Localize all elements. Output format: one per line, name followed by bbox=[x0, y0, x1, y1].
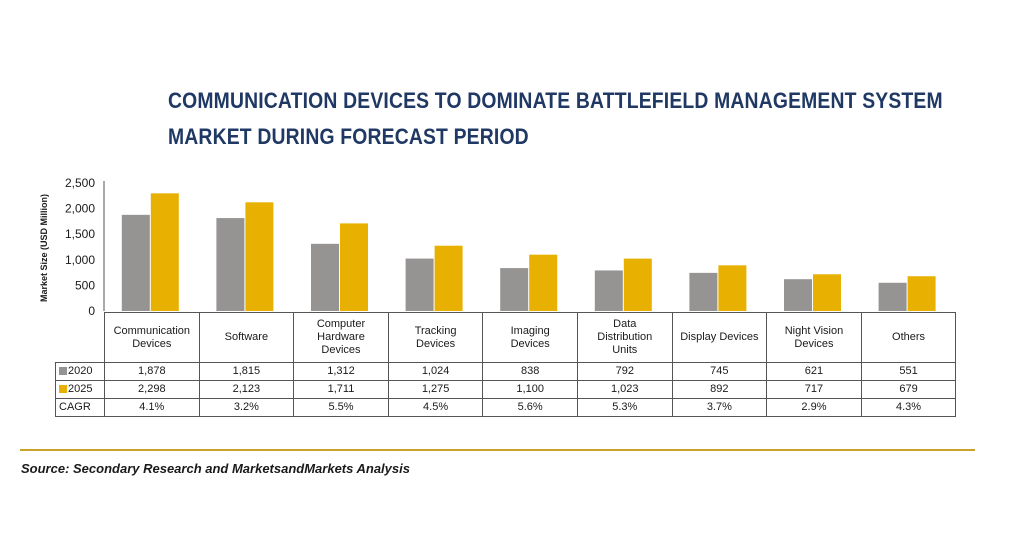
row-2020: 2020 1,878 1,815 1,312 1,024 838 792 745 621 551 bbox=[55, 362, 957, 381]
bar-2025-2 bbox=[340, 223, 368, 311]
source-note: Source: Secondary Research and Marketsan… bbox=[21, 461, 410, 476]
value-2020: 1,815 bbox=[198, 362, 295, 381]
value-2020: 745 bbox=[671, 362, 768, 381]
value-cagr: 5.3% bbox=[576, 398, 673, 417]
value-2020: 838 bbox=[482, 362, 578, 381]
value-cagr: 5.5% bbox=[293, 398, 389, 417]
legend-label-2020: 2020 bbox=[68, 365, 93, 377]
category-label: Software bbox=[198, 312, 295, 363]
category-label-line: Night Vision bbox=[784, 324, 844, 337]
y-tick-label: 1,000 bbox=[65, 253, 95, 267]
category-label-line: Communication bbox=[113, 324, 190, 337]
category-label-line: Distribution bbox=[597, 331, 653, 343]
category-label: Others bbox=[860, 312, 957, 363]
category-label: Data Distribution Units bbox=[576, 312, 673, 363]
value-cagr: 2.9% bbox=[766, 398, 862, 417]
value-2025: 717 bbox=[766, 380, 862, 399]
value-2025: 1,711 bbox=[293, 380, 389, 399]
value-cagr: 5.6% bbox=[482, 398, 578, 417]
category-label-line: Hardware bbox=[317, 331, 365, 343]
category-label-line: Display Devices bbox=[680, 331, 759, 343]
value-2020: 551 bbox=[860, 362, 957, 381]
bar-2020-3 bbox=[405, 258, 434, 311]
legend-swatch-2025 bbox=[59, 385, 67, 393]
y-tick-label: 2,000 bbox=[65, 202, 95, 216]
category-label-line: Devices bbox=[321, 344, 361, 356]
row-header-2020: 2020 bbox=[55, 362, 105, 381]
category-label-line: Computer bbox=[316, 318, 366, 330]
value-2020: 621 bbox=[766, 362, 862, 381]
bar-2025-6 bbox=[718, 265, 747, 311]
chart-title-line-2: MARKET DURING FORECAST PERIOD bbox=[168, 124, 529, 149]
category-label-line: Devices bbox=[510, 337, 550, 350]
category-label: Display Devices bbox=[671, 312, 768, 363]
value-2025: 2,123 bbox=[198, 380, 295, 399]
bar-2020-7 bbox=[784, 279, 812, 311]
category-row: Communication Devices Software Computer Hard… bbox=[55, 312, 957, 363]
value-cagr: 3.7% bbox=[671, 398, 768, 417]
bar-2025-5 bbox=[623, 258, 652, 311]
value-2020: 1,312 bbox=[293, 362, 389, 381]
category-label-line: Tracking bbox=[414, 324, 457, 337]
bar-2020-8 bbox=[878, 282, 907, 311]
category-label: Computer Hardware Devices bbox=[293, 312, 389, 363]
bar-2020-6 bbox=[689, 272, 718, 311]
legend-label-2025: 2025 bbox=[68, 383, 93, 395]
value-2020: 792 bbox=[576, 362, 673, 381]
bar-2025-3 bbox=[434, 245, 463, 311]
category-label-line: Others bbox=[892, 331, 926, 343]
value-cagr: 4.3% bbox=[860, 398, 957, 417]
bar-2025-0 bbox=[150, 193, 179, 311]
category-label-line: Devices bbox=[416, 337, 456, 350]
chart-title-line-1: COMMUNICATION DEVICES TO DOMINATE BATTLE… bbox=[168, 88, 943, 113]
row-header-cagr: CAGR bbox=[55, 398, 105, 417]
category-label: Tracking Devices bbox=[387, 312, 484, 363]
row-2025: 2025 2,298 2,123 1,711 1,275 1,100 1,023 892 71… bbox=[55, 380, 957, 399]
legend-swatch-2020 bbox=[59, 367, 67, 375]
category-label: Night Vision Devices bbox=[766, 312, 862, 363]
value-2025: 892 bbox=[671, 380, 768, 399]
category-label: Communication Devices bbox=[104, 312, 200, 363]
value-2025: 2,298 bbox=[104, 380, 200, 399]
table-corner bbox=[55, 312, 105, 363]
value-cagr: 4.5% bbox=[387, 398, 484, 417]
value-2025: 1,100 bbox=[482, 380, 578, 399]
value-2025: 679 bbox=[860, 380, 957, 399]
bar-2020-4 bbox=[500, 268, 529, 311]
value-2020: 1,024 bbox=[387, 362, 484, 381]
divider-rule bbox=[20, 449, 975, 451]
category-label-line: Software bbox=[224, 331, 269, 343]
row-header-2025: 2025 bbox=[55, 380, 105, 399]
value-2025: 1,275 bbox=[387, 380, 484, 399]
bar-2020-1 bbox=[216, 218, 245, 311]
value-cagr: 4.1% bbox=[104, 398, 200, 417]
bar-2025-8 bbox=[907, 276, 936, 311]
bar-2025-7 bbox=[813, 274, 841, 311]
y-tick-label: 1,500 bbox=[65, 227, 95, 241]
chart-title: COMMUNICATION DEVICES TO DOMINATE BATTLE… bbox=[168, 83, 943, 155]
data-table: Communication Devices Software Computer Hard… bbox=[55, 312, 957, 417]
category-label-line: Data bbox=[613, 318, 637, 330]
value-2020: 1,878 bbox=[104, 362, 200, 381]
row-cagr: CAGR 4.1% 3.2% 5.5% 4.5% 5.6% 5.3% 3.7% 2.9% 4.3… bbox=[55, 398, 957, 417]
bar-2020-2 bbox=[311, 243, 339, 311]
bar-2020-5 bbox=[594, 270, 623, 311]
category-label-line: Imaging bbox=[510, 324, 550, 337]
y-tick-label: 500 bbox=[75, 278, 95, 292]
category-label-line: Units bbox=[612, 344, 638, 356]
bar-2025-4 bbox=[529, 254, 558, 311]
value-2025: 1,023 bbox=[576, 380, 673, 399]
category-label-line: Devices bbox=[132, 337, 172, 350]
y-tick-label: 0 bbox=[88, 304, 95, 318]
value-cagr: 3.2% bbox=[198, 398, 295, 417]
category-label-line: Devices bbox=[794, 337, 834, 350]
y-tick-label: 2,500 bbox=[65, 176, 95, 190]
bar-2025-1 bbox=[245, 202, 274, 311]
bar-2020-0 bbox=[121, 214, 150, 311]
category-label: Imaging Devices bbox=[482, 312, 578, 363]
